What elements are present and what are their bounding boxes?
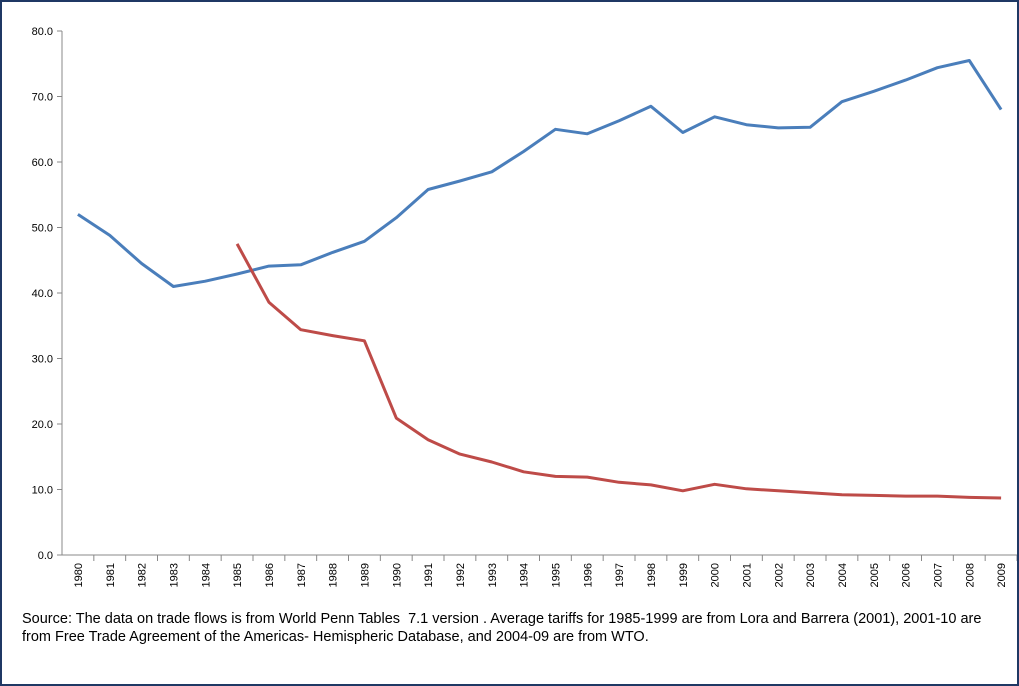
- x-tick-label: 2002: [773, 563, 785, 587]
- x-tick-label: 2001: [741, 563, 753, 587]
- x-tick-label: 2003: [805, 563, 817, 587]
- x-tick-label: 1980: [73, 563, 85, 587]
- y-tick-label: 20.0: [32, 419, 53, 431]
- x-tick-label: 2005: [869, 563, 881, 587]
- x-tick-label: 2000: [710, 563, 722, 587]
- x-tick-label: 1982: [137, 563, 149, 587]
- x-tick-label: 1987: [296, 563, 308, 587]
- x-tick-label: 1997: [614, 563, 626, 587]
- y-tick-label: 0.0: [38, 550, 53, 562]
- x-tick-label: 2007: [932, 563, 944, 587]
- x-tick-label: 2004: [837, 563, 849, 587]
- y-tick-label: 40.0: [32, 288, 53, 300]
- x-tick-label: 1995: [550, 563, 562, 587]
- x-tick-label: 1984: [200, 563, 212, 587]
- x-tick-label: 1994: [519, 563, 531, 587]
- x-tick-label: 1999: [678, 563, 690, 587]
- x-tick-label: 1993: [487, 563, 499, 587]
- y-tick-label: 60.0: [32, 157, 53, 169]
- x-tick-label: 1986: [264, 563, 276, 587]
- x-tick-label: 1983: [168, 563, 180, 587]
- series-line: [77, 59, 1003, 288]
- x-tick-label: 1998: [646, 563, 658, 587]
- x-tick-label: 1990: [391, 563, 403, 587]
- x-tick-label: 1981: [105, 563, 117, 587]
- y-tick-label: 30.0: [32, 354, 53, 366]
- series-line: [235, 243, 1002, 500]
- y-tick-label: 80.0: [32, 26, 53, 38]
- x-tick-label: 1989: [359, 563, 371, 587]
- x-tick-label: 1988: [328, 563, 340, 587]
- x-tick-label: 1992: [455, 563, 467, 587]
- x-tick-label: 2006: [901, 563, 913, 587]
- source-note: Source: The data on trade flows is from …: [22, 611, 986, 645]
- y-tick-label: 70.0: [32, 92, 53, 104]
- x-tick-label: 2009: [996, 563, 1008, 587]
- x-tick-label: 1985: [232, 563, 244, 587]
- y-tick-label: 50.0: [32, 223, 53, 235]
- x-tick-label: 1996: [582, 563, 594, 587]
- x-tick-label: 2008: [964, 563, 976, 587]
- y-tick-label: 10.0: [32, 485, 53, 497]
- x-tick-label: 1991: [423, 563, 435, 587]
